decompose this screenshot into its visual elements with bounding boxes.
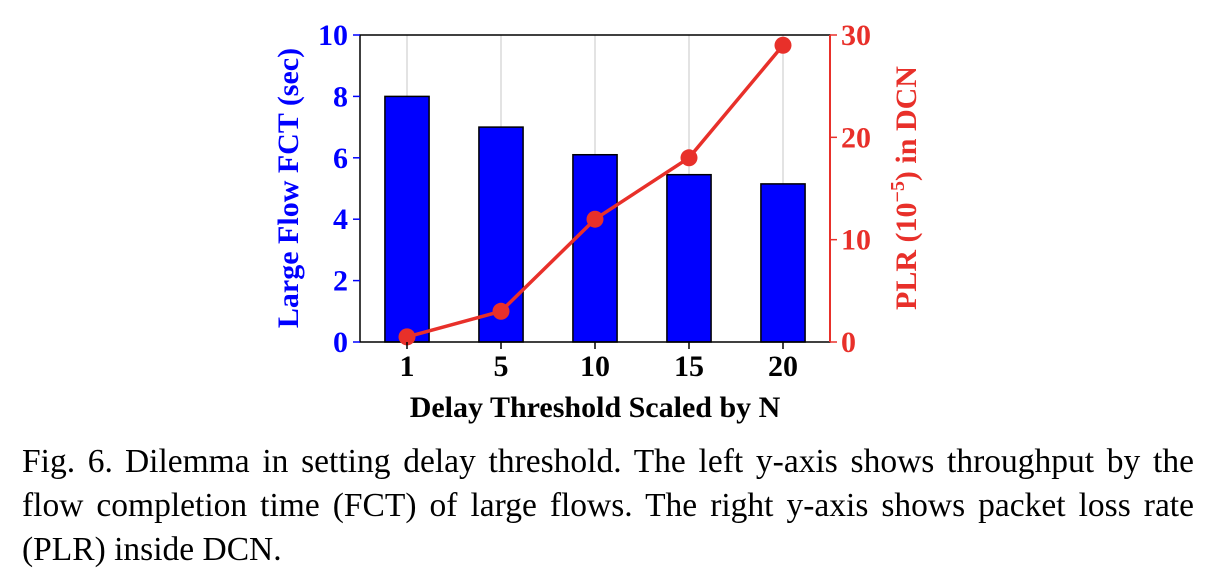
left-tick-label: 4 <box>333 203 348 236</box>
left-tick-label: 2 <box>333 265 348 298</box>
plr-point <box>680 149 698 167</box>
x-tick-label: 10 <box>580 350 610 383</box>
bar <box>384 95 430 343</box>
plr-point <box>492 302 510 320</box>
right-axis-title-prefix: PLR (10 <box>890 202 923 310</box>
bar <box>666 173 712 343</box>
right-axis-title: PLR (10−5) in DCN <box>887 66 923 310</box>
line-series <box>398 36 792 346</box>
bar <box>572 153 618 343</box>
figure-caption: Fig. 6. Dilemma in setting delay threshol… <box>22 440 1194 572</box>
left-tick-label: 0 <box>333 326 348 359</box>
bar <box>760 183 806 343</box>
x-tick-label: 15 <box>674 350 704 383</box>
right-axis-title-exponent: −5 <box>887 181 909 202</box>
x-tick-label: 5 <box>494 350 509 383</box>
x-tick-label: 20 <box>768 350 798 383</box>
plr-point <box>774 36 792 54</box>
right-axis-title-suffix: ) in DCN <box>890 66 923 181</box>
caption-label: Fig. 6. <box>22 443 113 480</box>
left-tick-label: 10 <box>318 19 348 52</box>
right-y-axis: 0 10 20 30 <box>829 19 871 359</box>
plr-point <box>586 210 604 228</box>
caption-text: Dilemma in setting delay threshold. The … <box>22 443 1194 568</box>
left-y-axis: 0 2 4 6 8 10 <box>318 19 360 359</box>
left-tick-label: 8 <box>333 80 348 113</box>
x-axis: 1 5 10 15 20 <box>400 342 798 383</box>
plr-point <box>398 328 416 346</box>
x-axis-title: Delay Threshold Scaled by N <box>410 391 781 424</box>
right-tick-label: 0 <box>841 326 856 359</box>
left-axis-title: Large Flow FCT (sec) <box>272 48 305 328</box>
x-tick-label: 1 <box>400 350 415 383</box>
left-tick-label: 6 <box>333 142 348 175</box>
right-tick-label: 20 <box>841 121 871 154</box>
right-tick-label: 10 <box>841 224 871 257</box>
right-tick-label: 30 <box>841 19 871 52</box>
